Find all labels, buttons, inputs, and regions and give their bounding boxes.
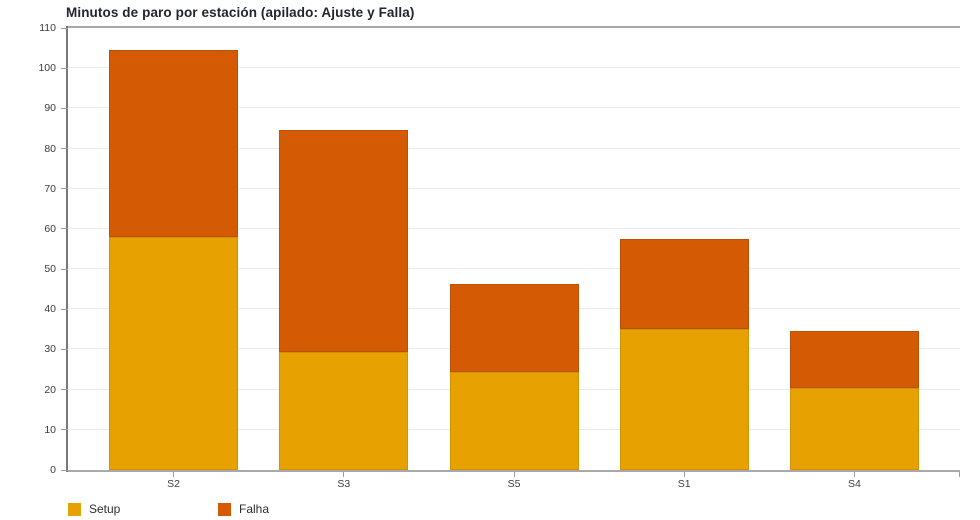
x-axis-label: S4 — [847, 478, 861, 490]
legend-label: Falha — [239, 502, 270, 516]
bar-segment-falha[interactable] — [619, 238, 749, 329]
x-axis-label: S1 — [677, 478, 691, 490]
y-axis-tick — [61, 107, 68, 109]
y-axis-tick — [61, 429, 68, 431]
bar-segment-falha[interactable] — [279, 130, 409, 352]
y-axis-tick — [61, 268, 68, 270]
x-axis-tick — [173, 472, 175, 477]
y-gridline — [68, 147, 960, 149]
legend-label: Setup — [89, 502, 121, 516]
bar-segment-setup[interactable] — [619, 328, 749, 470]
y-axis-tick — [61, 348, 68, 350]
y-axis-label: 70 — [44, 182, 56, 195]
y-gridline — [68, 268, 960, 270]
y-axis-label: 10 — [44, 423, 56, 436]
x-axis-label: S5 — [507, 478, 521, 490]
x-axis-tick — [343, 472, 345, 477]
x-axis-tick — [853, 472, 855, 477]
y-axis-tick — [61, 469, 68, 471]
x-axis-label: S3 — [337, 478, 351, 490]
y-axis-label: 110 — [39, 22, 56, 34]
legend-item-falha[interactable]: Falha — [218, 502, 368, 517]
y-axis-label: 20 — [44, 383, 56, 396]
plot-top-border — [68, 26, 960, 28]
legend-swatch-falha — [218, 503, 231, 516]
bar-segment-falha[interactable] — [449, 283, 579, 372]
y-axis-tick — [61, 67, 68, 69]
legend-item-setup[interactable]: Setup — [68, 502, 218, 517]
y-gridline — [68, 107, 960, 109]
y-axis-label: 50 — [44, 263, 56, 276]
y-axis-tick — [61, 228, 68, 230]
y-axis-tick — [61, 188, 68, 190]
y-axis-label: 0 — [50, 464, 56, 476]
y-gridline — [68, 67, 960, 69]
x-axis-end-tick — [959, 472, 960, 477]
x-axis-tick — [683, 472, 685, 477]
y-axis-tick — [61, 27, 68, 29]
y-axis-label: 40 — [44, 303, 56, 316]
chart-title: Minutos de paro por estación (apilado: A… — [66, 5, 415, 20]
bar-segment-falha[interactable] — [109, 49, 239, 237]
bar-segment-setup[interactable] — [279, 351, 409, 470]
y-axis-tick — [61, 308, 68, 310]
y-axis-label: 30 — [44, 343, 56, 356]
y-axis-label: 90 — [44, 102, 56, 115]
bar-segment-setup[interactable] — [449, 371, 579, 470]
y-axis-tick — [61, 389, 68, 391]
x-axis-label: S2 — [167, 478, 181, 490]
plot-area: 0 10 20 30 40 50 60 70 80 90 100 110 S2 S3 S5 S1 S4 — [38, 22, 960, 490]
y-axis-label: 100 — [38, 62, 56, 75]
legend: Setup Falha — [68, 502, 368, 517]
bar-segment-falha[interactable] — [789, 331, 919, 388]
bar-segment-setup[interactable] — [789, 387, 919, 470]
x-axis-tick — [513, 472, 515, 477]
x-axis-line — [68, 470, 960, 472]
bar-segment-setup[interactable] — [109, 236, 239, 470]
y-gridline — [68, 187, 960, 189]
legend-swatch-setup — [68, 503, 81, 516]
y-axis-label: 60 — [44, 222, 56, 235]
y-axis-line — [66, 26, 68, 472]
y-gridline — [68, 227, 960, 229]
y-axis-label: 80 — [44, 142, 56, 155]
y-axis-tick — [61, 148, 68, 150]
